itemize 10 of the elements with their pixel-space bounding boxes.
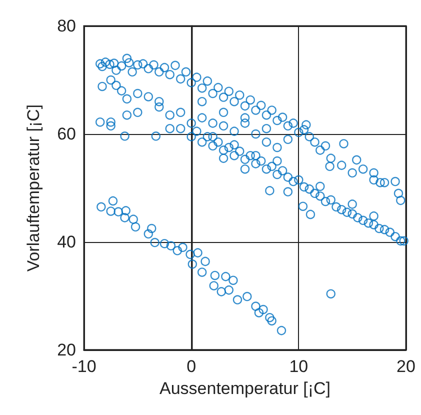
y-tick-label: 40 <box>57 232 76 252</box>
x-tick-label: 20 <box>396 357 416 376</box>
x-axis-title: Aussentemperatur [¡C] <box>159 379 331 398</box>
y-tick-label: 20 <box>57 340 76 360</box>
x-tick-label: -10 <box>72 357 96 376</box>
x-tick-label: 0 <box>186 357 196 376</box>
y-axis-title: Vorlauftemperatur [¡C] <box>24 104 43 272</box>
x-tick-label: 10 <box>289 357 308 376</box>
y-tick-label: 80 <box>57 16 76 36</box>
y-tick-label: 60 <box>57 124 76 144</box>
